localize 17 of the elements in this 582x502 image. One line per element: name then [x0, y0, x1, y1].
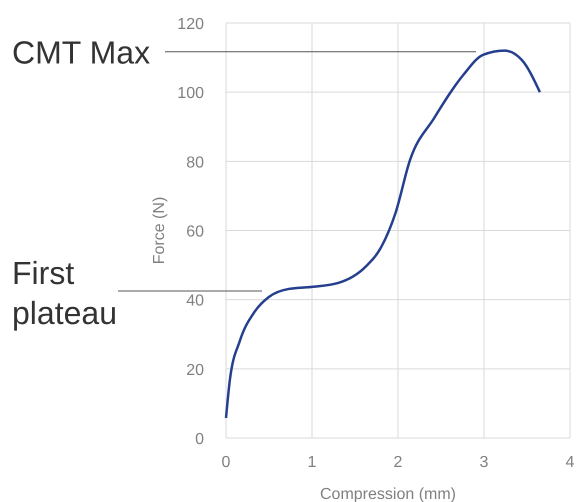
y-tick-label: 60 [186, 224, 204, 240]
y-tick-label: 120 [177, 16, 204, 33]
y-tick-label: 0 [195, 431, 204, 448]
y-tick-label: 80 [186, 154, 204, 172]
y-tick-label: 40 [186, 292, 204, 310]
x-axis-title: Compression (mm) [320, 486, 456, 502]
y-tick-label: 100 [177, 85, 204, 102]
y-tick-label: 20 [186, 362, 204, 379]
x-tick-label: 1 [308, 454, 317, 471]
x-tick-label: 2 [394, 454, 403, 471]
x-tick-label: 3 [480, 454, 489, 471]
x-tick-label: 4 [566, 454, 575, 471]
x-tick-label: 0 [222, 454, 231, 471]
line-series [224, 49, 542, 420]
y-axis-title: Force (N) [151, 196, 168, 264]
ref-line-label: First plateau [12, 255, 117, 332]
ref-line-label: CMT Max [12, 34, 150, 71]
